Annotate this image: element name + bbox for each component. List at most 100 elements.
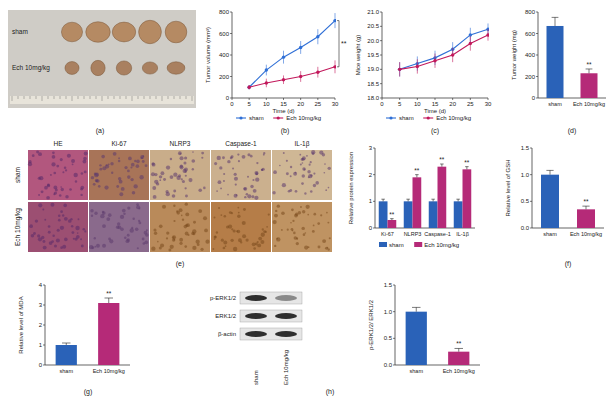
cell: [60, 226, 64, 230]
cell: [59, 194, 62, 197]
cell: [29, 224, 33, 228]
cell: [212, 248, 214, 250]
annotations: **: [583, 198, 589, 205]
tumor: [112, 22, 135, 42]
cell: [99, 164, 101, 166]
x-tick: [335, 98, 336, 100]
cell: [290, 166, 292, 168]
cell: [294, 214, 298, 218]
cell: [140, 155, 144, 159]
cell: [111, 172, 113, 174]
cell: [33, 232, 36, 235]
cell: [151, 246, 155, 250]
plot-area: [247, 13, 336, 89]
cell: [39, 176, 43, 180]
y-axis: [375, 148, 376, 228]
cell: [32, 154, 35, 157]
ihc-image: [211, 202, 271, 252]
error-bar: [406, 199, 410, 201]
bar-chart: 01234Relative level of MDA**shamEch 10mg…: [18, 282, 130, 396]
cell: [300, 164, 302, 166]
line-chart: 0200400600800Tumor volume (mm³)051015202…: [205, 9, 347, 135]
tumor: [91, 60, 105, 75]
bar: [463, 169, 472, 228]
cell: [154, 232, 157, 235]
ruler-tick: [24, 96, 25, 99]
x-tick-label: 15: [280, 101, 287, 107]
cell: [62, 245, 66, 249]
annotations: **: [456, 340, 462, 347]
y-tick: [43, 325, 45, 326]
ruler-tick: [150, 96, 151, 99]
cell: [132, 218, 134, 220]
cell: [182, 218, 184, 220]
legend-label: sham: [399, 115, 414, 121]
cell: [326, 212, 328, 214]
point: [316, 71, 319, 74]
category-label: IL-1β: [456, 231, 469, 237]
cell: [260, 240, 264, 244]
point: [333, 65, 336, 68]
cell: [81, 245, 84, 248]
cell: [153, 195, 157, 199]
y-tick: [43, 345, 45, 346]
ruler-tick: [168, 96, 169, 99]
legend-swatch: [414, 242, 422, 247]
y-tick-label: 400: [219, 52, 230, 58]
y-tick-label: 200: [525, 74, 536, 80]
cell: [157, 241, 159, 243]
x-tick: [266, 98, 267, 100]
category-label: sham: [543, 231, 557, 237]
y-tick: [373, 228, 375, 229]
y-tick: [43, 305, 45, 306]
cell: [47, 184, 50, 187]
x-tick-label: 10: [414, 101, 421, 107]
cell: [108, 213, 112, 217]
cell: [130, 166, 132, 168]
cell: [52, 155, 56, 159]
cell: [227, 194, 229, 196]
bar: [379, 201, 388, 228]
y-tick-label: 2: [369, 172, 373, 178]
cell: [71, 231, 74, 234]
tumor: [139, 20, 162, 43]
cell: [168, 248, 171, 251]
y-axis: [395, 285, 396, 365]
ruler-tick: [72, 96, 73, 101]
cell: [51, 240, 54, 243]
cell: [221, 239, 224, 242]
point: [282, 78, 285, 81]
cell: [234, 173, 237, 176]
error-bar: [552, 17, 559, 26]
cell: [95, 180, 97, 182]
cell: [90, 209, 93, 212]
cell: [60, 210, 63, 213]
cell: [237, 214, 241, 218]
cell: [160, 171, 164, 175]
cell: [255, 178, 259, 182]
cell: [277, 204, 280, 207]
cell: [73, 238, 75, 240]
cell: [94, 237, 96, 239]
cell: [228, 224, 232, 228]
y-tick: [380, 26, 382, 27]
cell: [50, 174, 52, 176]
y-axis-title: Tumor volume (mm³): [205, 27, 211, 83]
y-tick: [380, 12, 382, 13]
y-tick-label: 4: [39, 282, 43, 288]
cell: [254, 196, 258, 200]
band-label: β-actin: [218, 331, 236, 337]
cell: [72, 163, 74, 165]
x-tick: [488, 98, 489, 100]
y-tick: [536, 33, 538, 34]
panel-label: (h): [326, 388, 335, 396]
cell: [295, 190, 298, 193]
point: [299, 75, 302, 78]
cell: [110, 162, 113, 165]
cell: [179, 153, 181, 155]
x-tick: [452, 98, 453, 100]
cell: [159, 225, 163, 229]
cell: [251, 195, 254, 198]
ihc-image: [150, 202, 210, 252]
cell: [238, 160, 240, 162]
